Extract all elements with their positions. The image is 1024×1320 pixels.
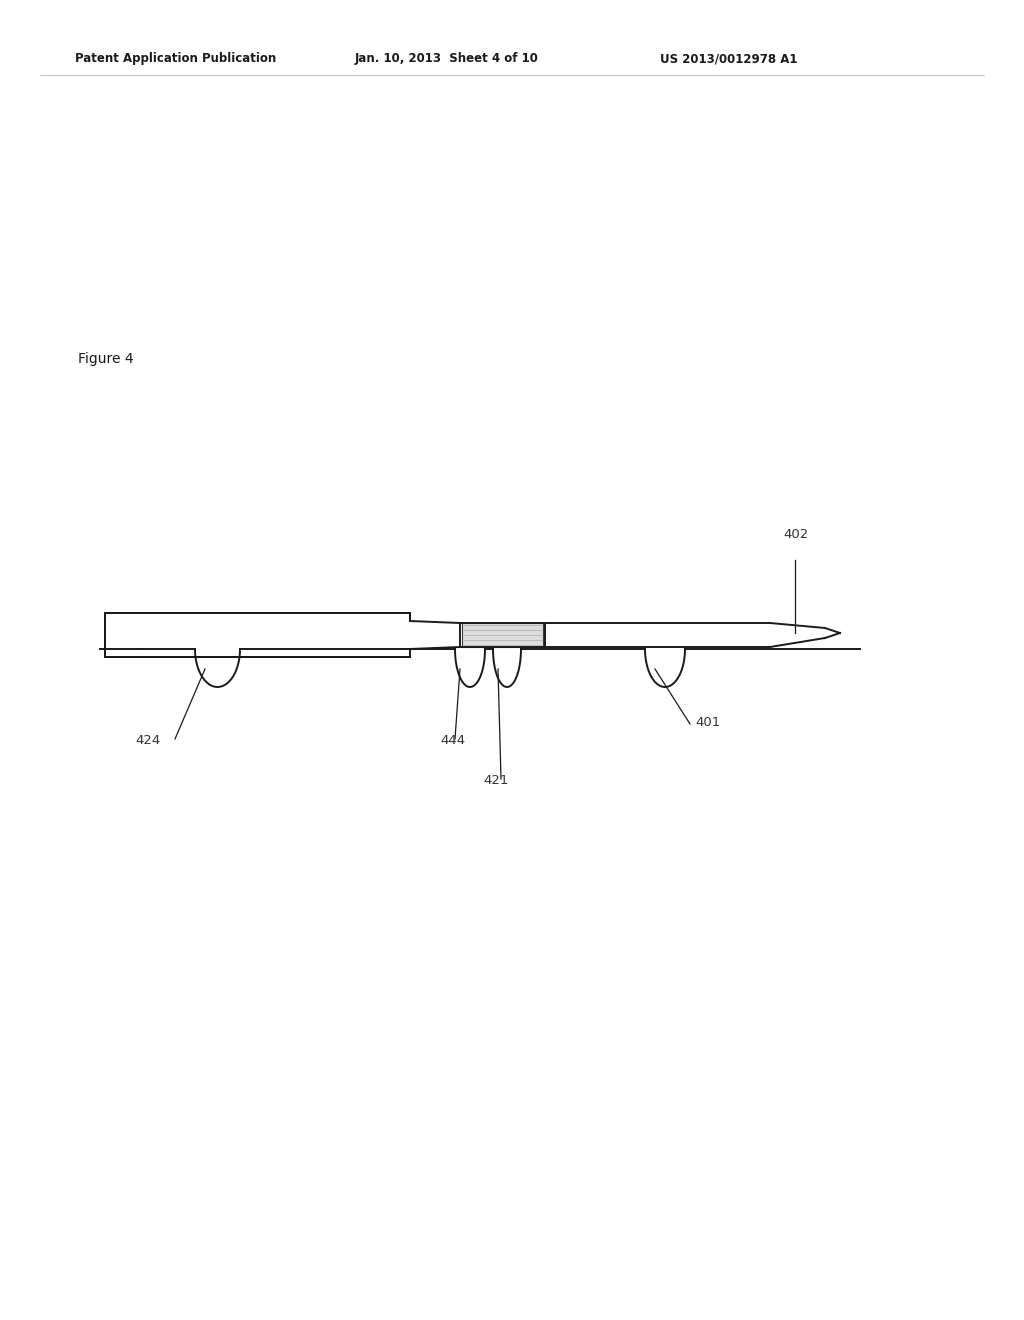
Text: US 2013/0012978 A1: US 2013/0012978 A1	[660, 51, 798, 65]
Text: 421: 421	[483, 774, 508, 787]
Text: Jan. 10, 2013  Sheet 4 of 10: Jan. 10, 2013 Sheet 4 of 10	[355, 51, 539, 65]
Text: Patent Application Publication: Patent Application Publication	[75, 51, 276, 65]
Text: 444: 444	[440, 734, 465, 747]
Text: Figure 4: Figure 4	[78, 352, 133, 366]
Text: 401: 401	[695, 715, 720, 729]
Text: 424: 424	[135, 734, 160, 747]
Text: 402: 402	[783, 528, 808, 541]
Bar	[462, 623, 543, 647]
